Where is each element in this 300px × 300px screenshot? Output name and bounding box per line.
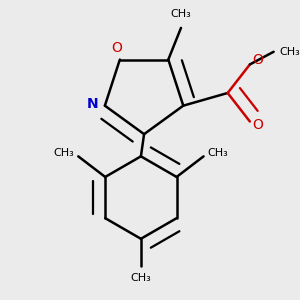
Text: O: O bbox=[252, 118, 263, 132]
Circle shape bbox=[84, 96, 100, 112]
Text: CH₃: CH₃ bbox=[54, 148, 74, 158]
Text: N: N bbox=[86, 97, 98, 111]
Text: CH₃: CH₃ bbox=[171, 9, 191, 19]
Text: CH₃: CH₃ bbox=[208, 148, 228, 158]
Text: O: O bbox=[111, 41, 122, 56]
Text: O: O bbox=[252, 53, 263, 67]
Text: CH₃: CH₃ bbox=[279, 47, 300, 57]
Circle shape bbox=[109, 40, 124, 56]
Text: CH₃: CH₃ bbox=[130, 273, 151, 284]
